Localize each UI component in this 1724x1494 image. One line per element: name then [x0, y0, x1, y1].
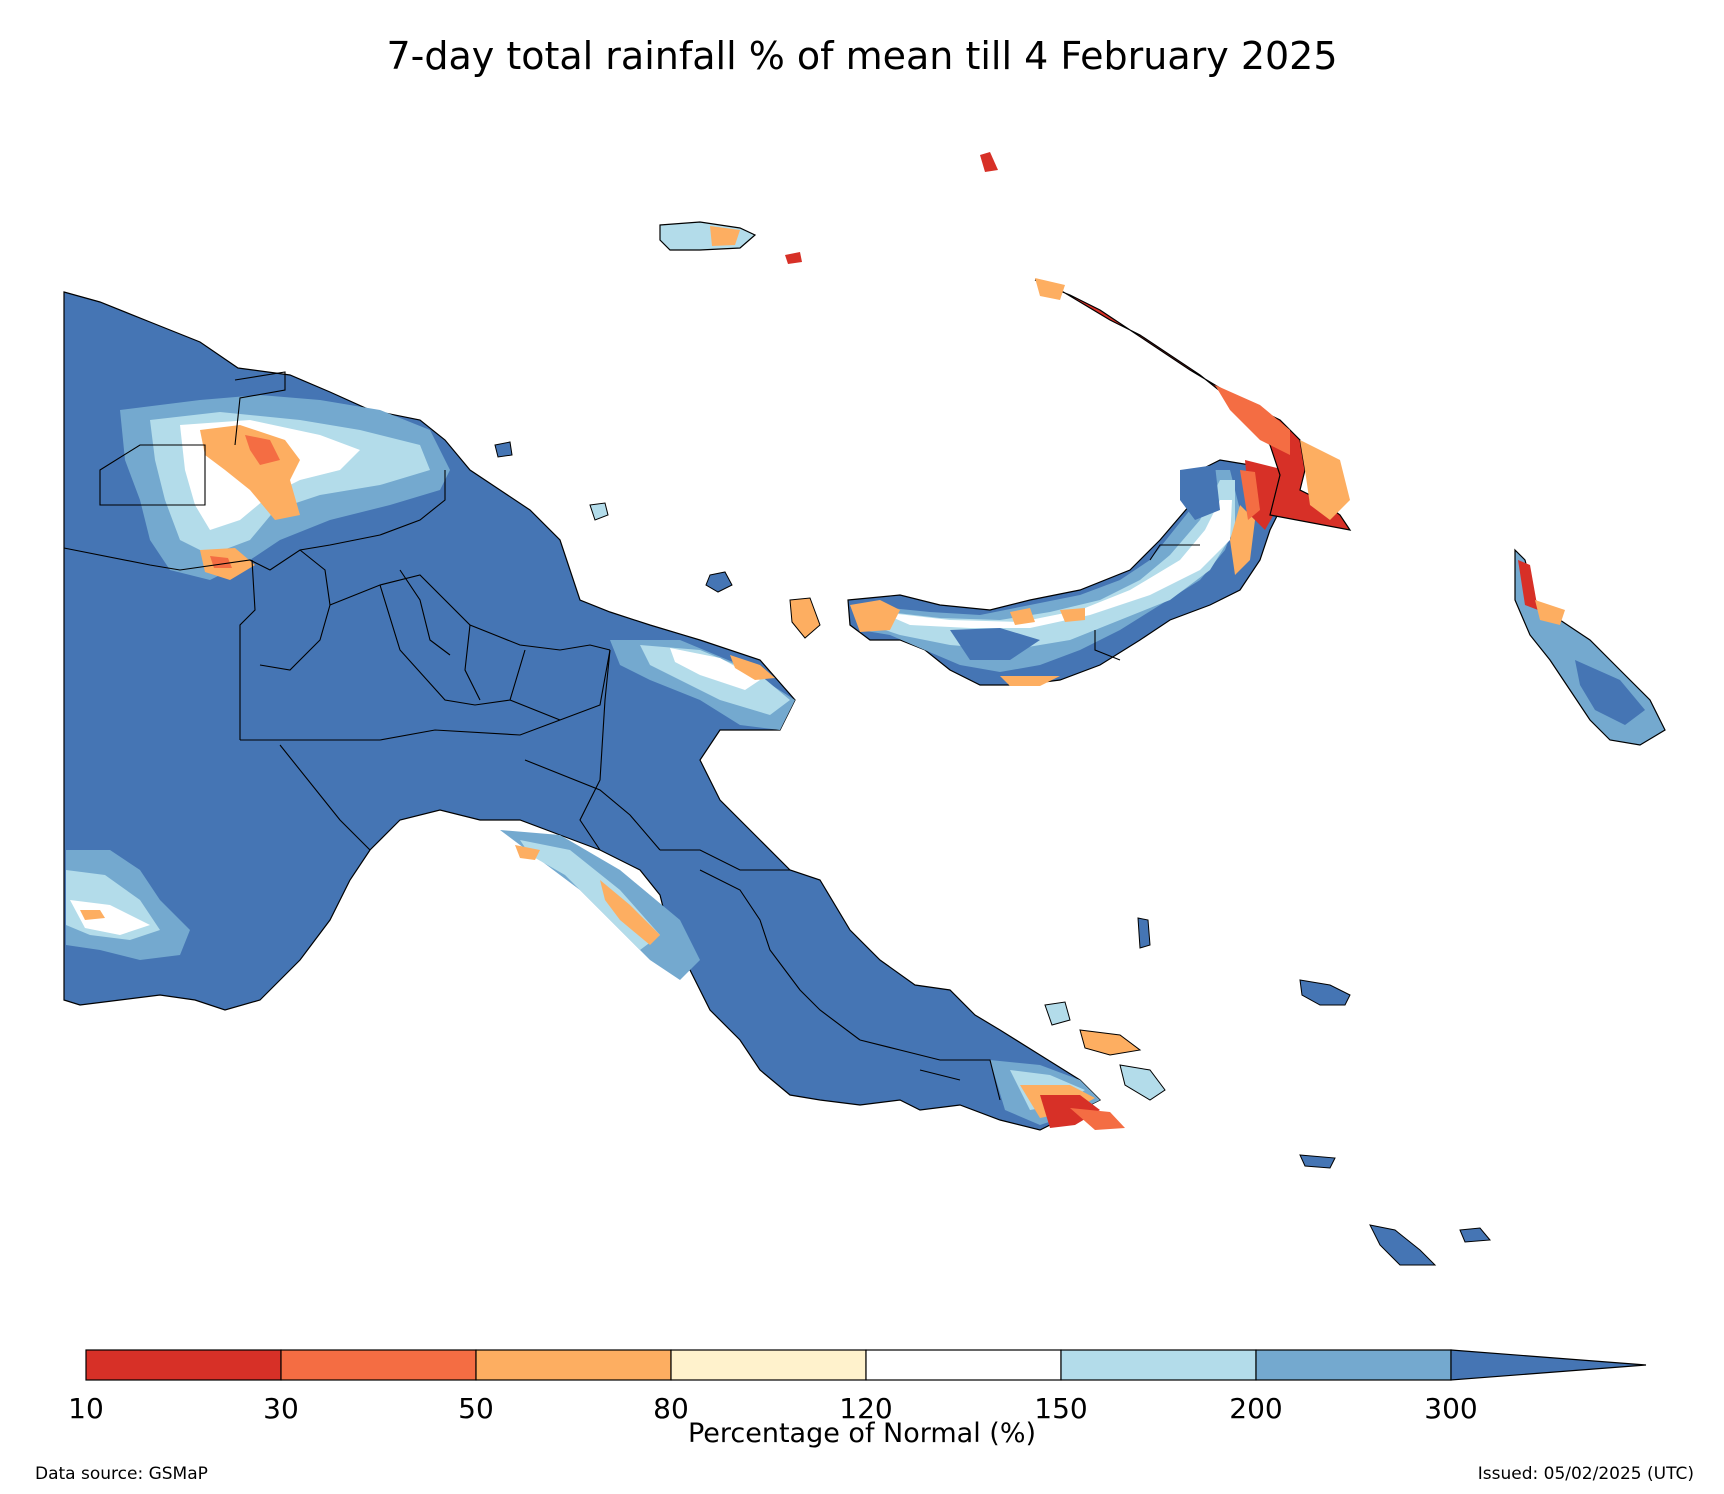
- data-source-text: Data source: GSMaP: [35, 1464, 208, 1484]
- colorbar-bins: [85, 1349, 1647, 1381]
- colorbar-tick-label: 10: [68, 1392, 104, 1425]
- colorbar-tick-label: 80: [653, 1392, 689, 1425]
- colorbar-tick-label: 30: [263, 1392, 299, 1425]
- colorbar-bin: [670, 1349, 867, 1381]
- colorbar-tick-label: 120: [839, 1392, 893, 1425]
- issued-date-text: Issued: 05/02/2025 (UTC): [1477, 1464, 1694, 1484]
- colorbar-tick-label: 50: [458, 1392, 494, 1425]
- colorbar-title: Percentage of Normal (%): [687, 1418, 1037, 1449]
- colorbar-bin: [865, 1349, 1062, 1381]
- colorbar-bin: [85, 1349, 282, 1381]
- map-title: 7-day total rainfall % of mean till 4 Fe…: [386, 34, 1338, 78]
- rainfall-map: [63, 152, 1666, 1266]
- colorbar-bin: [1450, 1349, 1647, 1381]
- colorbar-bin: [475, 1349, 672, 1381]
- colorbar-bin: [1060, 1349, 1257, 1381]
- colorbar-tick-label: 300: [1424, 1392, 1478, 1425]
- colorbar-tick-label: 150: [1034, 1392, 1088, 1425]
- colorbar-tick-label: 200: [1229, 1392, 1283, 1425]
- colorbar: [85, 1349, 1647, 1381]
- colorbar-bin: [1255, 1349, 1452, 1381]
- colorbar-bin: [280, 1349, 477, 1381]
